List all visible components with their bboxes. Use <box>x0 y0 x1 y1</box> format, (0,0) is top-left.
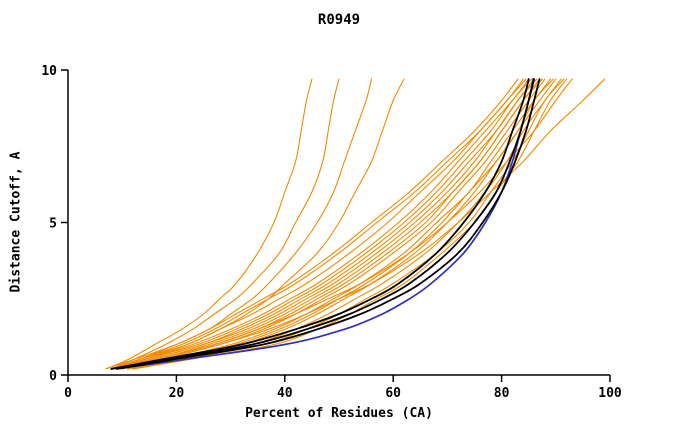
y-axis-label: Distance Cutoff, A <box>8 151 24 293</box>
y-tick-label: 0 <box>49 369 57 384</box>
series-model-steep-1 <box>105 78 313 370</box>
series-model-16 <box>116 78 538 370</box>
chart-title: R0949 <box>317 12 361 28</box>
series-black-2 <box>110 78 535 370</box>
x-tick-label: 40 <box>277 386 293 401</box>
x-tick-label: 80 <box>494 386 510 401</box>
series-model-14 <box>127 78 554 370</box>
series-model-11 <box>110 78 527 370</box>
series-model-steep-4 <box>116 78 405 370</box>
x-tick-label: 100 <box>598 386 622 401</box>
series-model-13 <box>121 78 543 370</box>
series-model-08 <box>127 78 557 370</box>
series-model-steep-3 <box>110 78 373 370</box>
y-tick-label: 10 <box>41 64 57 79</box>
y-tick-label: 5 <box>49 217 57 232</box>
series-model-right-2 <box>121 78 573 370</box>
series-model-07 <box>121 78 551 370</box>
series-model-right-1 <box>121 78 606 370</box>
x-axis-label: Percent of Residues (CA) <box>245 406 433 421</box>
series-model-09 <box>127 78 562 370</box>
x-tick-label: 60 <box>385 386 401 401</box>
series-model-03 <box>110 78 530 370</box>
series-blue-1 <box>115 78 534 370</box>
series-model-12 <box>116 78 532 370</box>
series-model-steep-2 <box>110 78 340 370</box>
series-model-15 <box>132 78 568 370</box>
x-tick-label: 20 <box>169 386 185 401</box>
series-black-1 <box>110 78 530 370</box>
x-tick-label: 0 <box>64 386 72 401</box>
series-black-3 <box>115 78 541 370</box>
